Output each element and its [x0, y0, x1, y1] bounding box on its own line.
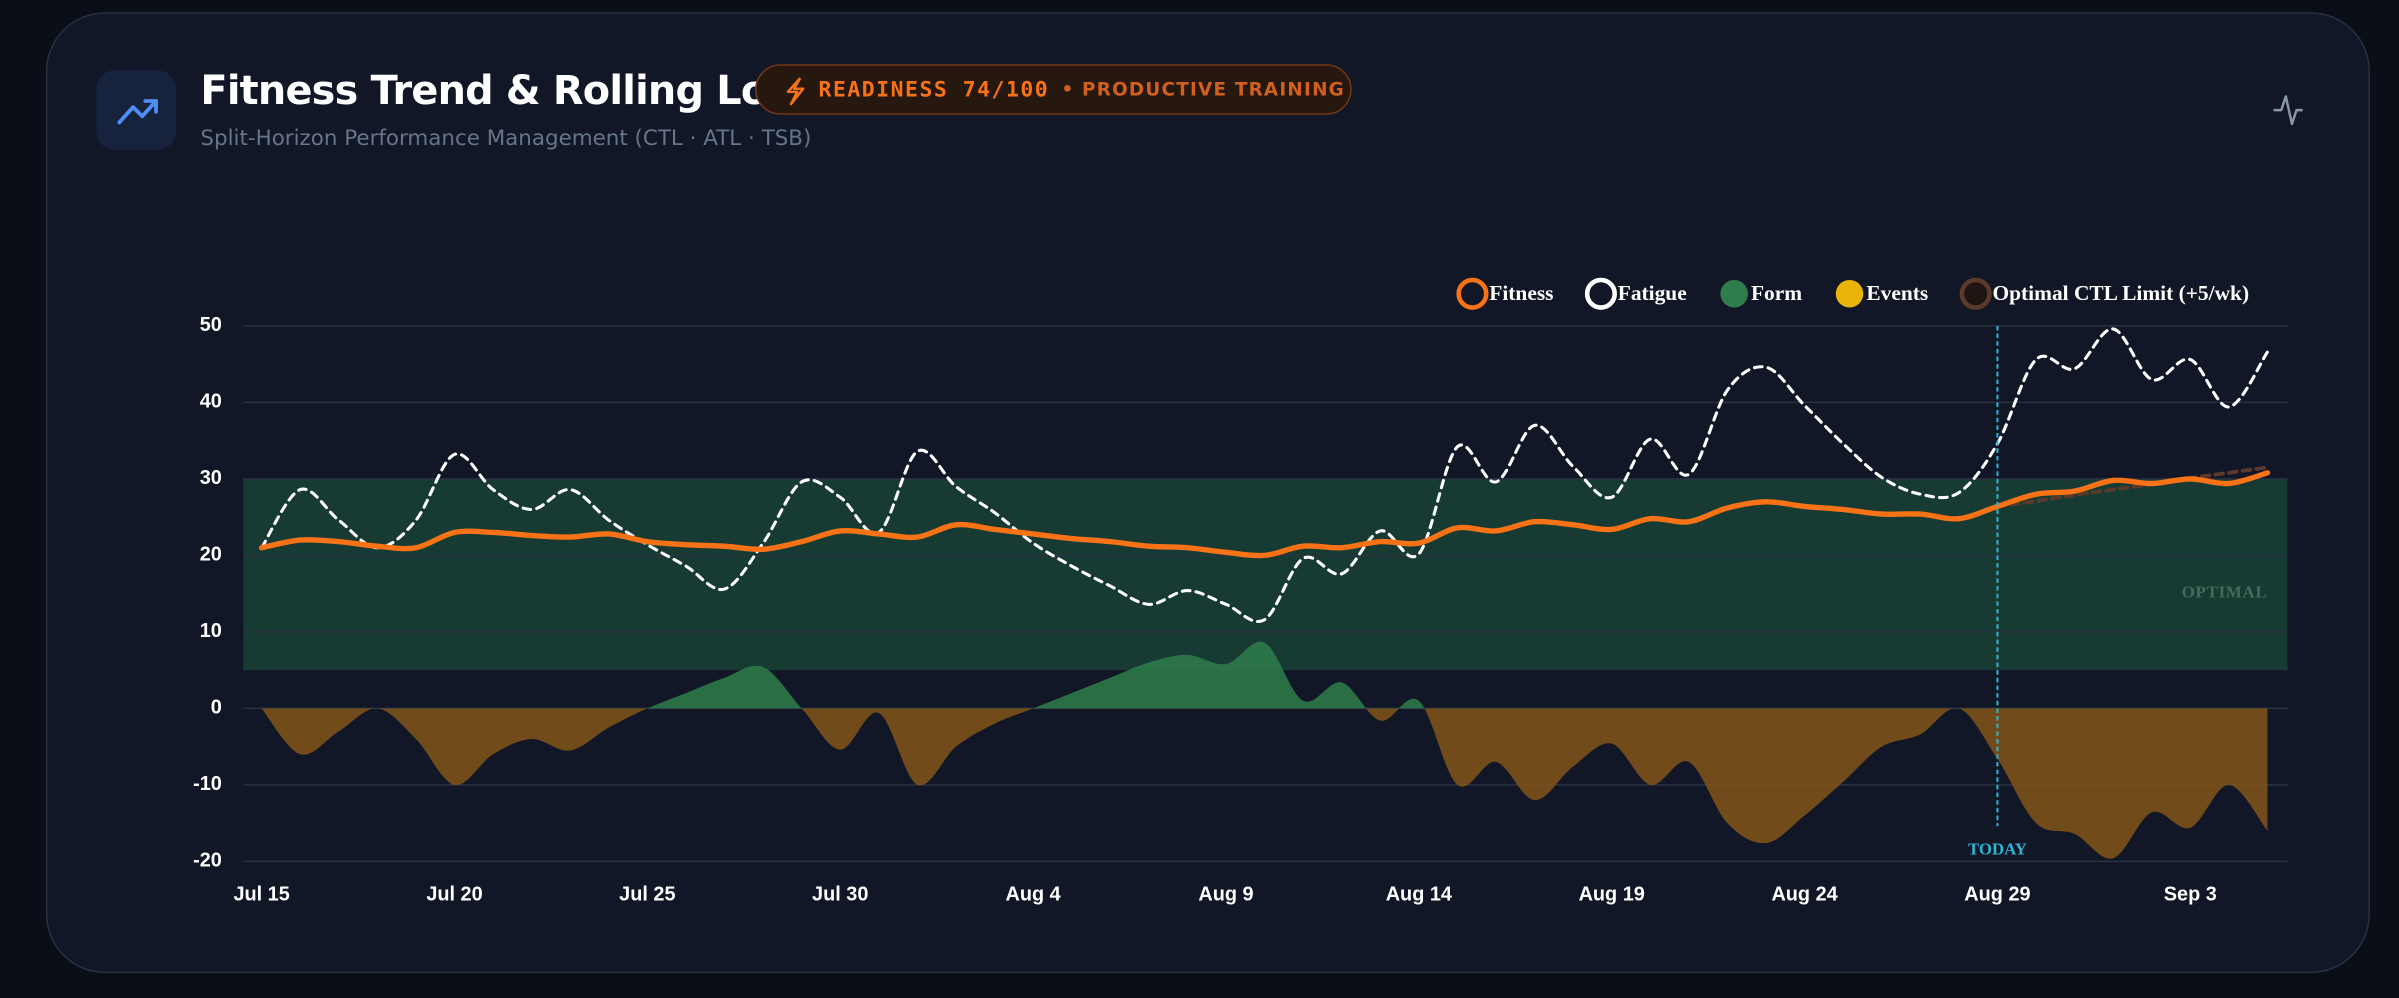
x-tick-label: Jul 30	[812, 883, 868, 905]
legend-label: Form	[1751, 281, 1802, 305]
x-tick-label: Sep 3	[2164, 883, 2217, 905]
activity-icon	[2273, 95, 2303, 126]
y-tick-label: 50	[200, 314, 222, 336]
readiness-note: • PRODUCTIVE TRAINING	[1061, 79, 1344, 100]
x-tick-label: Aug 9	[1198, 883, 1253, 905]
badge	[755, 64, 1352, 115]
readiness: READINESS 74/100	[819, 77, 1050, 102]
y-tick-label: 10	[200, 620, 222, 642]
series-line	[258, 470, 2271, 559]
title: Fitness Trend & Rolling Load	[200, 68, 821, 114]
legend-swatch	[1720, 279, 1748, 308]
optimal-band	[243, 478, 2288, 671]
trend-icon	[117, 99, 158, 125]
legend-swatch	[1456, 277, 1489, 310]
legend-label: Events	[1866, 281, 1928, 305]
x-tick-label: Aug 14	[1386, 883, 1452, 905]
legend-swatch	[1584, 277, 1617, 310]
form-area	[261, 641, 2268, 859]
x-tick-label: Aug 19	[1579, 883, 1645, 905]
optimal-label: OPTIMAL	[2182, 582, 2268, 601]
x-tick-label: Aug 4	[1005, 883, 1060, 905]
y-tick-label: 30	[200, 467, 222, 489]
legend-label: Fitness	[1489, 281, 1553, 305]
y-tick-label: 20	[200, 544, 222, 566]
subtitle: Split-Horizon Performance Management (CT…	[200, 126, 811, 151]
x-tick-label: Aug 29	[1964, 883, 2030, 905]
plot: -20 -10 0 10 20 30 40 50 OPTIMAL Jul 15 Jul 20 Jul …	[193, 277, 2288, 905]
y-tick-label: 40	[200, 391, 222, 413]
x-tick-label: Jul 15	[233, 883, 289, 905]
legend-label: Optimal CTL Limit (+5/wk)	[1992, 281, 2249, 305]
legend-label: Fatigue	[1618, 281, 1687, 305]
series-line	[1995, 465, 2270, 509]
legend-swatch	[1835, 279, 1864, 308]
x-tick-label: Aug 24	[1771, 883, 1837, 905]
legend: Fitness Fatigue Form Events Optimal CTL Limi…	[1456, 277, 2249, 310]
legend-swatch	[1959, 277, 1992, 310]
x-tick-label: Jul 25	[619, 883, 675, 905]
trend-icon-arrow	[143, 99, 158, 114]
today-label: TODAY	[1968, 840, 2027, 859]
y-tick-label: -20	[193, 850, 222, 872]
y-tick-label: 0	[211, 697, 222, 719]
y-tick-label: -10	[193, 773, 222, 795]
x-tick-label: Jul 20	[426, 883, 482, 905]
bolt-icon	[786, 77, 805, 106]
series-line	[260, 327, 2269, 623]
